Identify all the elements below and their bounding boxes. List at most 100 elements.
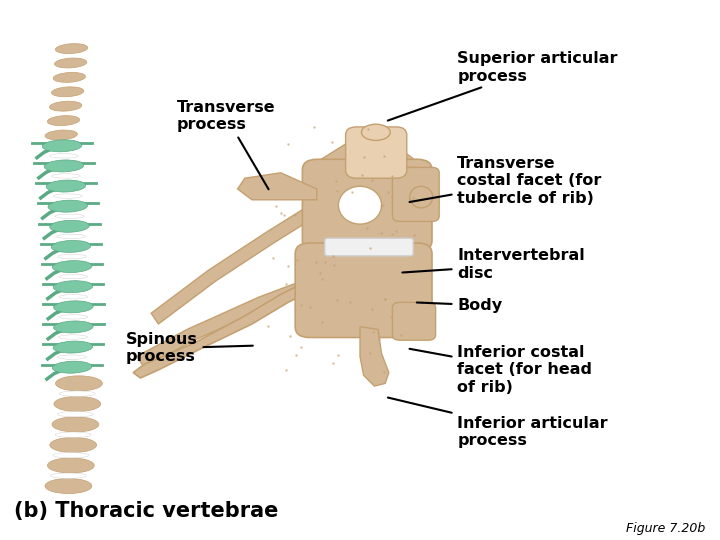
Polygon shape	[151, 205, 317, 324]
Ellipse shape	[59, 391, 95, 396]
Point	[408, 163, 419, 171]
Text: Inferior articular
process: Inferior articular process	[388, 397, 608, 448]
Point	[317, 318, 328, 327]
Point	[310, 258, 321, 267]
Point	[328, 359, 339, 367]
Point	[267, 254, 279, 262]
Ellipse shape	[53, 281, 93, 293]
Ellipse shape	[55, 214, 84, 218]
Ellipse shape	[52, 174, 81, 178]
Polygon shape	[310, 246, 421, 329]
Point	[346, 187, 358, 196]
Text: Body: Body	[417, 298, 503, 313]
Point	[329, 260, 341, 269]
Ellipse shape	[59, 315, 88, 319]
Point	[282, 262, 293, 271]
Point	[356, 171, 368, 179]
Point	[270, 202, 282, 211]
Point	[344, 298, 356, 306]
Ellipse shape	[50, 101, 82, 111]
Point	[379, 152, 390, 160]
Point	[333, 351, 344, 360]
Text: Figure 7.20b: Figure 7.20b	[626, 522, 706, 535]
FancyBboxPatch shape	[325, 238, 413, 256]
Point	[327, 252, 338, 260]
Point	[382, 188, 394, 197]
Ellipse shape	[50, 154, 78, 158]
Point	[308, 123, 320, 131]
Ellipse shape	[53, 301, 93, 313]
Polygon shape	[133, 284, 310, 378]
Point	[284, 332, 295, 341]
Ellipse shape	[45, 130, 77, 140]
Ellipse shape	[59, 295, 88, 299]
FancyBboxPatch shape	[302, 159, 432, 251]
Ellipse shape	[55, 58, 87, 68]
Polygon shape	[137, 281, 310, 367]
Ellipse shape	[53, 194, 82, 198]
Ellipse shape	[44, 160, 84, 172]
Text: Inferior costal
facet (for head
of rib): Inferior costal facet (for head of rib)	[410, 345, 593, 395]
Point	[295, 343, 307, 352]
FancyBboxPatch shape	[295, 243, 432, 338]
Ellipse shape	[54, 396, 101, 411]
Point	[362, 124, 374, 133]
Point	[387, 192, 398, 201]
Polygon shape	[317, 135, 432, 238]
Point	[386, 230, 397, 238]
Point	[278, 211, 289, 220]
Ellipse shape	[52, 87, 84, 97]
Point	[282, 140, 293, 149]
Point	[401, 268, 413, 276]
Ellipse shape	[57, 234, 86, 239]
Text: (b) Thoracic vertebrae: (b) Thoracic vertebrae	[14, 501, 279, 521]
Ellipse shape	[55, 432, 91, 437]
Point	[289, 210, 301, 219]
Point	[378, 368, 390, 376]
Point	[358, 152, 369, 161]
Point	[280, 366, 292, 374]
Point	[305, 303, 316, 312]
Text: Spinous
process: Spinous process	[126, 332, 253, 365]
Point	[262, 321, 274, 330]
Point	[376, 229, 387, 238]
Point	[364, 244, 375, 252]
Ellipse shape	[361, 124, 390, 140]
Ellipse shape	[58, 274, 87, 279]
Point	[319, 257, 330, 266]
Ellipse shape	[42, 140, 82, 152]
Point	[378, 200, 390, 209]
Ellipse shape	[53, 321, 93, 333]
Ellipse shape	[53, 261, 92, 273]
Ellipse shape	[58, 254, 86, 259]
Ellipse shape	[53, 341, 93, 353]
Point	[390, 227, 402, 236]
Point	[379, 294, 391, 303]
Ellipse shape	[55, 44, 88, 53]
Text: Transverse
process: Transverse process	[176, 100, 275, 190]
Polygon shape	[360, 327, 389, 386]
Ellipse shape	[46, 180, 86, 192]
Point	[290, 350, 302, 359]
Ellipse shape	[58, 411, 94, 417]
Ellipse shape	[48, 458, 94, 473]
Point	[275, 209, 287, 218]
Point	[366, 305, 378, 313]
Point	[364, 349, 375, 357]
Ellipse shape	[338, 186, 382, 224]
Point	[367, 328, 379, 336]
Ellipse shape	[52, 417, 99, 432]
Point	[385, 313, 397, 322]
Point	[387, 172, 398, 180]
Ellipse shape	[48, 116, 80, 126]
Ellipse shape	[45, 478, 92, 494]
Point	[408, 230, 420, 239]
Text: Superior articular
process: Superior articular process	[388, 51, 618, 120]
Ellipse shape	[58, 335, 87, 339]
Ellipse shape	[53, 361, 92, 373]
Ellipse shape	[48, 200, 88, 212]
Ellipse shape	[50, 220, 89, 232]
Polygon shape	[238, 173, 317, 200]
Ellipse shape	[51, 240, 91, 252]
Ellipse shape	[55, 376, 102, 391]
